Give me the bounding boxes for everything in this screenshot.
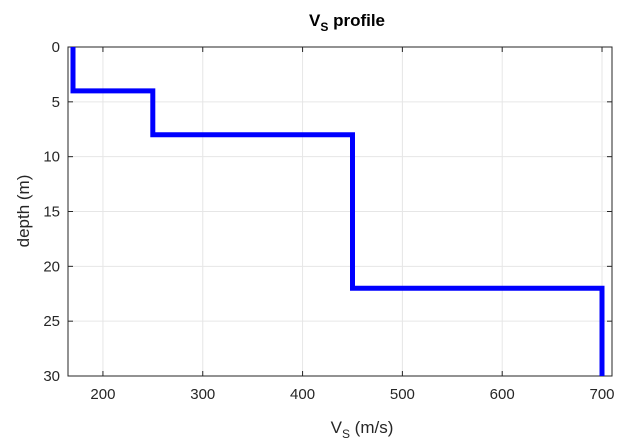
y-tick-label: 5 <box>52 94 60 111</box>
y-tick-label: 0 <box>52 39 60 56</box>
ticks: 200 300 400 500 600 700 0 5 10 15 20 25 30 <box>43 39 614 403</box>
y-tick-label: 20 <box>43 258 60 275</box>
x-axis-label: VS (m/s) <box>331 418 394 441</box>
grid <box>68 46 612 377</box>
y-tick-label: 10 <box>43 149 60 166</box>
y-tick-label: 15 <box>43 204 60 221</box>
x-tick-label: 700 <box>590 386 615 403</box>
y-axis-label: depth (m) <box>14 175 33 248</box>
series-line <box>70 47 605 376</box>
x-tick-label: 400 <box>290 386 315 403</box>
x-tick-label: 300 <box>190 386 215 403</box>
x-tick-label: 200 <box>90 386 115 403</box>
x-tick-label: 600 <box>490 386 515 403</box>
y-tick-label: 25 <box>43 313 60 330</box>
chart-title: VS profile <box>309 11 385 34</box>
x-tick-label: 500 <box>390 386 415 403</box>
y-tick-label: 30 <box>43 368 60 385</box>
